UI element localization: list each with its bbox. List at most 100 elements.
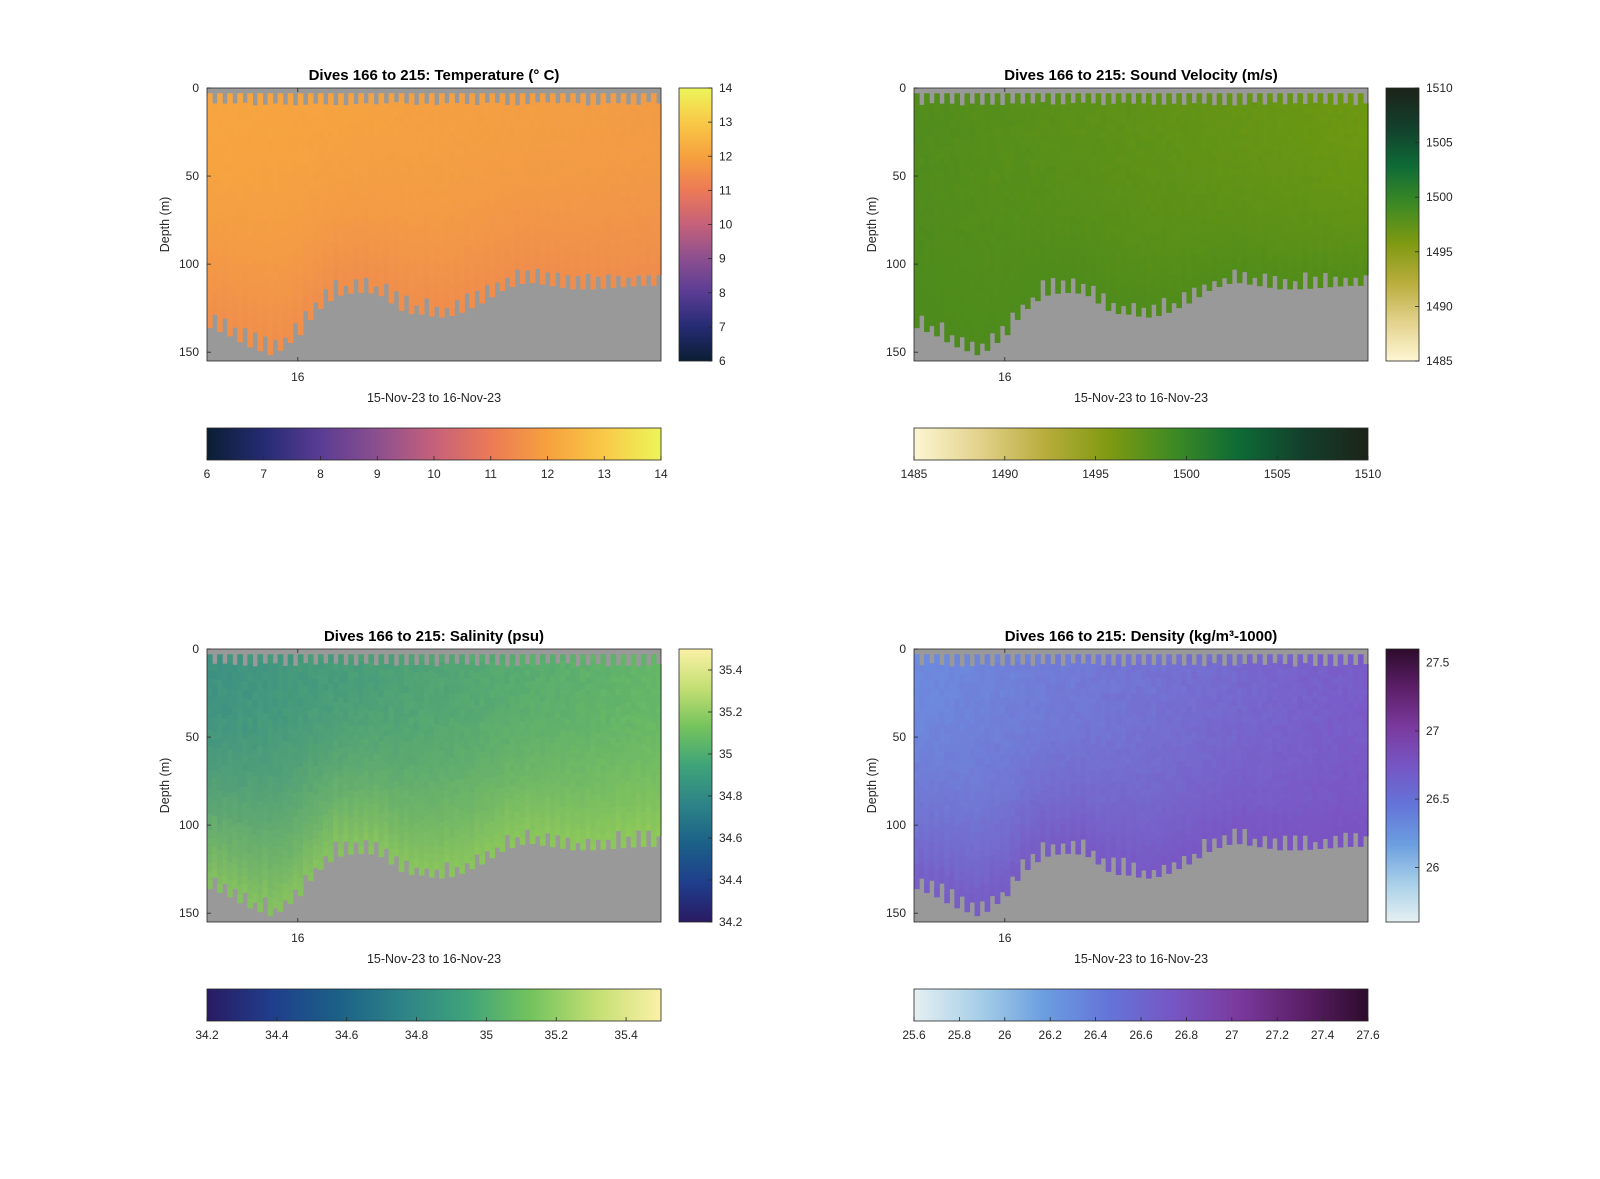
data-cell [1014, 206, 1021, 215]
data-cell [479, 295, 486, 304]
data-cell [267, 139, 274, 150]
data-cell [984, 258, 991, 269]
data-cell [1060, 123, 1066, 130]
data-cell [323, 176, 329, 184]
data-cell [550, 175, 556, 184]
data-cell [924, 271, 930, 282]
data-cell [1115, 274, 1122, 283]
data-cell [1201, 161, 1208, 169]
data-cell [1191, 201, 1198, 209]
data-cell [217, 195, 223, 205]
data-cell [439, 117, 445, 126]
data-cell [914, 319, 920, 329]
data-cell [328, 226, 334, 235]
data-cell [630, 210, 637, 218]
data-cell [252, 307, 259, 317]
data-cell [504, 191, 511, 198]
data-cell [1257, 189, 1263, 197]
data-cell [550, 265, 556, 273]
data-cell [1156, 204, 1162, 213]
data-cell [969, 112, 976, 122]
data-cell [929, 277, 935, 287]
data-cell [610, 107, 617, 115]
data-cell [1014, 149, 1021, 159]
data-cell [444, 219, 450, 228]
data-cell [635, 202, 642, 209]
data-cell [1272, 207, 1278, 215]
data-cell [1206, 149, 1213, 158]
data-cell [999, 270, 1006, 279]
data-cell [1342, 270, 1349, 278]
data-cell [565, 219, 571, 227]
data-cell [494, 192, 501, 200]
data-cell [1257, 244, 1263, 252]
data-cell [1186, 100, 1193, 109]
data-cell [378, 281, 385, 289]
data-cell [257, 231, 264, 241]
data-cell [1221, 240, 1228, 248]
data-cell [1241, 152, 1248, 160]
data-cell [954, 265, 960, 275]
data-cell [1307, 121, 1314, 129]
data-cell [939, 166, 945, 175]
data-cell [323, 104, 329, 112]
data-cell [1216, 265, 1223, 274]
data-cell [1171, 288, 1177, 297]
data-cell [434, 219, 440, 228]
data-cell [924, 169, 930, 179]
data-cell [333, 217, 339, 224]
data-cell [1236, 120, 1243, 128]
data-cell [565, 237, 571, 245]
data-cell [1014, 101, 1021, 111]
data-cell [600, 197, 607, 206]
data-cell [207, 143, 213, 153]
data-cell [1070, 196, 1077, 204]
data-cell [974, 186, 981, 197]
data-cell [1085, 179, 1092, 188]
data-cell [1055, 157, 1061, 166]
data-cell [494, 237, 501, 245]
data-cell [237, 315, 243, 325]
data-cell [1272, 127, 1278, 134]
data-cell [1156, 196, 1162, 205]
data-cell [1141, 183, 1147, 192]
data-cell [1055, 114, 1061, 123]
data-cell [570, 225, 576, 234]
data-cell [479, 93, 486, 102]
data-cell [383, 276, 390, 284]
data-cell [1226, 242, 1233, 250]
data-cell [929, 238, 935, 247]
data-cell [1105, 124, 1112, 133]
data-cell [368, 143, 375, 151]
data-cell [323, 170, 329, 178]
data-cell [413, 219, 420, 227]
data-cell [1277, 163, 1283, 171]
data-cell [919, 134, 925, 144]
data-cell [1070, 109, 1077, 117]
data-cell [1161, 235, 1167, 243]
data-cell [247, 165, 253, 176]
data-cell [645, 219, 652, 226]
data-cell [222, 134, 228, 143]
data-cell [1337, 113, 1344, 122]
data-cell [217, 169, 223, 179]
data-cell [939, 189, 945, 198]
data-cell [247, 283, 253, 294]
data-cell [934, 101, 940, 112]
data-cell [338, 129, 344, 138]
data-cell [565, 256, 571, 264]
data-cell [1337, 162, 1344, 170]
data-cell [373, 247, 380, 255]
data-cell [302, 141, 309, 150]
data-cell [635, 250, 642, 258]
data-cell [560, 211, 566, 219]
data-cell [383, 135, 390, 143]
data-cell [1337, 189, 1344, 198]
data-cell [1257, 127, 1263, 136]
data-cell [444, 234, 450, 243]
data-cell [423, 152, 430, 160]
data-cell [378, 273, 385, 282]
data-cell [408, 156, 415, 165]
data-cell [408, 281, 415, 291]
data-cell [524, 228, 531, 236]
